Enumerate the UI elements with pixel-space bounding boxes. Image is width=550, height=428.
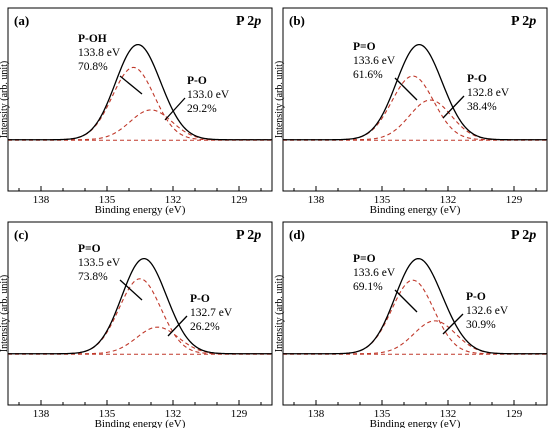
x-axis-label: Binding energy (eV): [370, 418, 461, 428]
annotation-percent: 26.2%: [190, 321, 220, 333]
annotation-energy: 132.6 eV: [466, 305, 509, 317]
panel-label: (b): [289, 13, 305, 28]
x-axis-label: Binding energy (eV): [370, 204, 461, 216]
annotation-percent: 73.8%: [78, 271, 108, 283]
y-axis-label: Intensity (arb. unit): [0, 61, 10, 138]
x-tick-label: 135: [99, 408, 116, 420]
plot-frame: [7, 221, 273, 406]
annotation-energy: 133.5 eV: [78, 257, 121, 269]
panel-b: 138 135 132 129 Binding energy (eV) Intensity…: [274, 7, 548, 216]
panel-title: P 2p: [511, 228, 536, 243]
annotation-leader: [119, 279, 143, 301]
annotation-leader: [394, 77, 418, 101]
y-axis-label: Intensity (arb. unit): [274, 61, 285, 138]
annotation-energy: 132.7 eV: [190, 307, 233, 319]
annotation-energy: 133.6 eV: [353, 55, 396, 67]
annotation-percent: 38.4%: [467, 101, 497, 113]
plot-frame: [7, 7, 273, 192]
x-tick-label: 132: [440, 194, 457, 206]
annotation-energy: 132.8 eV: [467, 87, 510, 99]
y-axis-label: Intensity (arb. unit): [0, 275, 10, 352]
plot-frame: [282, 221, 548, 406]
fit-component-po: [8, 326, 272, 355]
x-tick-label: 132: [165, 194, 182, 206]
panel-label: (a): [14, 13, 29, 28]
plot-frame: [282, 7, 548, 192]
annotation-name: P-O: [467, 73, 487, 85]
annotation-name: P-O: [190, 293, 210, 305]
envelope-curve: [283, 43, 547, 141]
x-tick-label: 129: [231, 408, 248, 420]
annotation-leader: [442, 313, 464, 335]
panel-title: P 2p: [236, 228, 261, 243]
annotation-leader: [164, 97, 186, 121]
x-tick-label: 129: [506, 194, 523, 206]
x-tick-label: 132: [440, 408, 457, 420]
annotation-percent: 30.9%: [466, 319, 496, 331]
y-axis-label: Intensity (arb. unit): [274, 275, 285, 352]
annotation-leader: [442, 95, 465, 119]
annotation-energy: 133.8 eV: [78, 47, 121, 59]
panel-title-orbital: p: [253, 228, 261, 243]
annotation-leader: [394, 289, 418, 313]
annotation-energy: 133.6 eV: [353, 267, 396, 279]
annotation-name: P=O: [353, 253, 376, 265]
panel-a: 138 135 132 129 Binding energy (eV) Intensity…: [0, 7, 273, 216]
envelope-curve: [8, 43, 272, 141]
annotation-percent: 70.8%: [78, 61, 108, 73]
x-tick-label: 138: [308, 194, 325, 206]
fit-component-po: [8, 278, 272, 355]
annotation-percent: 29.2%: [187, 103, 217, 115]
fit-component-po: [283, 75, 547, 141]
fit-component-po: [283, 320, 547, 355]
fit-component-po: [283, 99, 547, 141]
annotation-percent: 61.6%: [353, 69, 383, 81]
panel-title: P 2p: [511, 14, 536, 29]
panel-label: (d): [289, 227, 305, 242]
fit-component-po: [8, 109, 272, 141]
panel-title-orbital: p: [528, 228, 536, 243]
x-axis-label: Binding energy (eV): [95, 418, 186, 428]
x-tick-label: 129: [506, 408, 523, 420]
annotation-name: P=O: [353, 41, 376, 53]
annotation-leader: [167, 315, 188, 337]
annotation-name: P=O: [78, 243, 101, 255]
x-axis-label: Binding energy (eV): [95, 204, 186, 216]
x-tick-label: 132: [165, 408, 182, 420]
envelope-curve: [283, 257, 547, 355]
annotation-name: P-O: [466, 291, 486, 303]
x-tick-label: 138: [308, 408, 325, 420]
x-tick-label: 135: [374, 194, 391, 206]
x-tick-label: 129: [231, 194, 248, 206]
panel-title-orbital: p: [253, 14, 261, 29]
x-tick-label: 138: [33, 408, 50, 420]
x-tick-label: 138: [33, 194, 50, 206]
fit-component-poh: [8, 66, 272, 141]
annotation-name: P-OH: [78, 33, 107, 45]
panel-title: P 2p: [236, 14, 261, 29]
panel-label: (c): [14, 227, 28, 242]
panel-title-orbital: p: [528, 14, 536, 29]
annotation-leader: [119, 75, 143, 95]
envelope-curve: [8, 257, 272, 355]
panel-d: 138 135 132 129 Binding energy (eV) Intensity…: [274, 221, 548, 428]
panel-c: 138 135 132 129 Binding energy (eV) Intensity…: [0, 221, 273, 428]
annotation-energy: 133.0 eV: [187, 89, 230, 101]
annotation-name: P-O: [187, 75, 207, 87]
x-tick-label: 135: [99, 194, 116, 206]
annotation-percent: 69.1%: [353, 281, 383, 293]
x-tick-label: 135: [374, 408, 391, 420]
